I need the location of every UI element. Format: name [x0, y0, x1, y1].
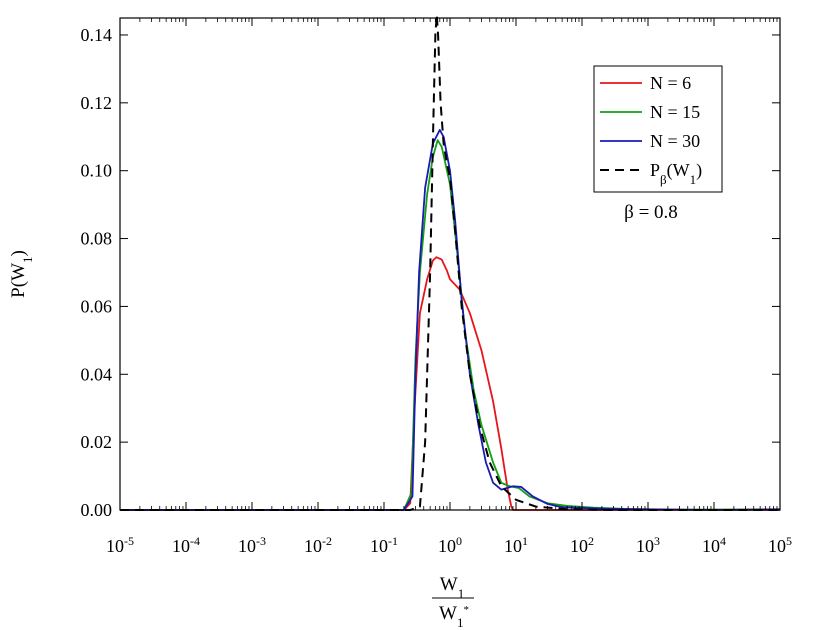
x-tick-label: 10-2 — [304, 534, 332, 556]
y-tick-label: 0.06 — [81, 296, 113, 316]
x-label-num-main: W — [440, 574, 458, 595]
x-tick-label: 100 — [438, 534, 462, 556]
legend: N = 6 N = 15 N = 30 Pβ(W1) — [593, 65, 723, 193]
legend-label-4: Pβ(W1) — [650, 160, 702, 187]
series-line-2 — [120, 139, 781, 511]
x-tick-label: 104 — [702, 534, 726, 556]
x-tick-label: 10-1 — [370, 534, 398, 556]
series-layer — [120, 13, 781, 511]
x-label-den-sup: * — [463, 604, 469, 616]
y-label-main: P(W — [8, 263, 29, 298]
y-tick-label: 0.10 — [81, 161, 113, 181]
x-label-den-sub: 1 — [457, 615, 464, 630]
series-line-4 — [120, 13, 780, 511]
x-label-den-main: W — [439, 603, 457, 624]
x-tick-label: 103 — [636, 534, 660, 556]
legend-label-3: N = 30 — [650, 131, 700, 151]
x-tick-label: 10-5 — [106, 534, 134, 556]
y-tick-label: 0.02 — [81, 432, 113, 452]
beta-annotation: β = 0.8 — [624, 202, 678, 223]
y-tick-label: 0.00 — [81, 500, 113, 520]
legend-label-1: N = 6 — [650, 73, 691, 93]
y-axis-label: P(W1) — [8, 250, 35, 298]
ticks-layer — [119, 18, 781, 511]
series-line-1 — [120, 256, 780, 511]
y-tick-label: 0.12 — [81, 93, 113, 113]
x-tick-label: 10-4 — [172, 534, 200, 556]
y-tick-label: 0.04 — [81, 364, 113, 384]
legend-label-2: N = 15 — [650, 102, 700, 122]
x-tick-label: 102 — [570, 534, 594, 556]
x-tick-label: 101 — [504, 534, 528, 556]
x-tick-label: 105 — [768, 534, 792, 556]
y-label-close: ) — [8, 250, 29, 256]
x-tick-label: 10-3 — [238, 534, 266, 556]
y-tick-label: 0.14 — [81, 25, 113, 45]
x-label-numerator: W1 — [440, 574, 464, 601]
y-tick-label: 0.08 — [81, 229, 113, 249]
x-axis-label: W1 W1* — [432, 574, 474, 630]
y-label-sub: 1 — [20, 257, 35, 264]
labels-layer: 0.00 0.02 0.04 0.06 0.08 0.10 0.12 0.14 10-5 10-4… — [81, 25, 793, 556]
x-label-num-sub: 1 — [458, 586, 465, 601]
x-label-denominator: W1* — [439, 603, 469, 630]
